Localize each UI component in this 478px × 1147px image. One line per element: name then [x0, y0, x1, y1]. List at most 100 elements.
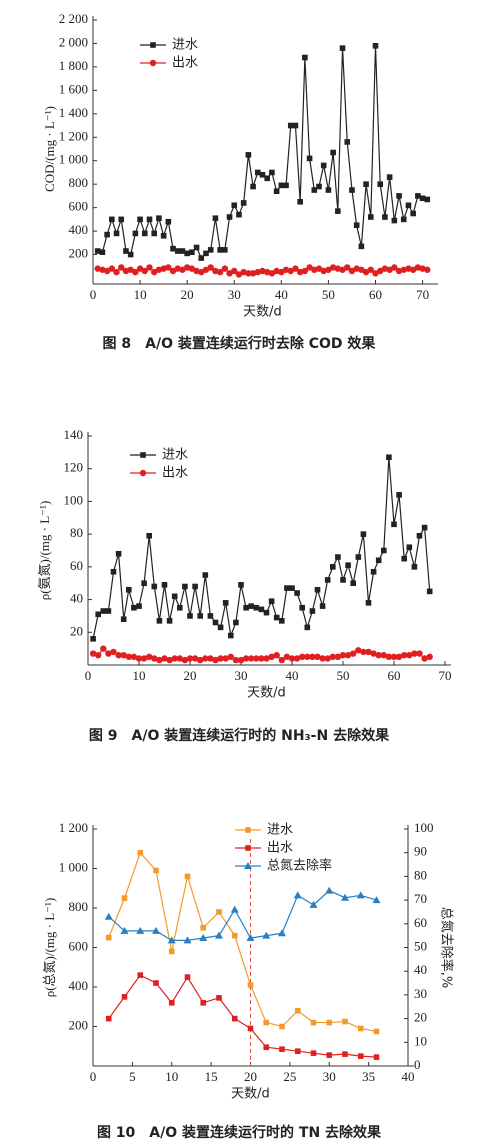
marker [160, 232, 167, 239]
marker [139, 469, 147, 477]
marker [279, 618, 285, 624]
marker [110, 568, 117, 575]
marker [203, 250, 209, 257]
marker [264, 175, 271, 182]
marker [357, 1025, 364, 1032]
marker [259, 172, 266, 178]
marker [306, 155, 313, 162]
marker [221, 265, 229, 272]
marker [283, 182, 289, 189]
y-tick-label: 200 [69, 1017, 89, 1032]
marker [170, 245, 176, 252]
marker [231, 202, 238, 209]
marker [105, 608, 112, 614]
marker [358, 243, 365, 250]
marker [140, 655, 148, 662]
marker [115, 550, 122, 557]
marker [132, 268, 139, 276]
marker [174, 248, 181, 254]
marker [355, 647, 362, 654]
marker [385, 653, 393, 661]
marker [426, 653, 433, 661]
marker [118, 216, 125, 223]
y-tick-label: 1 400 [59, 105, 88, 120]
marker [344, 651, 352, 659]
marker [411, 650, 418, 657]
marker [141, 580, 147, 587]
marker [326, 1052, 333, 1058]
marker [179, 248, 186, 254]
marker [426, 588, 433, 595]
marker [109, 216, 115, 223]
marker [325, 187, 332, 193]
marker [242, 655, 250, 662]
marker [279, 1023, 285, 1030]
marker [95, 651, 102, 659]
x-tick-label: 20 [184, 668, 197, 683]
marker [339, 45, 346, 51]
marker [228, 632, 234, 639]
marker [123, 248, 129, 254]
marker [335, 554, 341, 560]
marker [310, 1050, 317, 1056]
marker [243, 604, 249, 611]
y2-tick-label: 60 [414, 915, 427, 930]
marker [355, 554, 362, 560]
x-axis-label: 天数/d [247, 686, 286, 701]
marker [199, 934, 208, 942]
marker [231, 1015, 238, 1022]
marker [226, 214, 233, 220]
caption: 图 10 A/O 装置连续运行时的 TN 去除效果 [97, 1124, 382, 1141]
marker [377, 181, 384, 187]
marker [391, 264, 398, 271]
marker [187, 613, 193, 619]
series-line [97, 45, 428, 260]
marker [297, 198, 303, 205]
y-tick-label: 120 [64, 460, 84, 475]
y2-tick-label: 80 [414, 867, 427, 882]
marker [299, 653, 306, 661]
marker [424, 266, 431, 273]
y-tick-label: 1 800 [59, 58, 88, 73]
marker [316, 183, 322, 190]
marker [191, 655, 199, 662]
marker [411, 564, 418, 570]
marker [216, 268, 224, 276]
marker [326, 1019, 333, 1026]
marker [254, 169, 261, 176]
marker [401, 555, 407, 562]
marker [245, 152, 252, 158]
marker [372, 43, 379, 49]
x-tick-label: 5 [129, 1069, 136, 1084]
marker [406, 651, 413, 659]
marker [207, 613, 214, 619]
marker [263, 655, 270, 662]
y-tick-label: 80 [70, 525, 83, 540]
x-tick-label: 70 [416, 287, 429, 302]
marker [121, 994, 128, 1000]
marker [135, 655, 143, 662]
marker [415, 193, 421, 199]
marker [171, 593, 178, 600]
legend-label: 进水 [172, 38, 198, 53]
marker [105, 934, 112, 941]
marker [156, 215, 162, 221]
marker [396, 193, 402, 199]
marker [310, 1019, 317, 1026]
y2-tick-label: 70 [414, 891, 427, 906]
marker [156, 656, 163, 664]
marker [168, 948, 175, 955]
marker [99, 249, 106, 255]
marker [363, 181, 369, 187]
y-tick-label: 2 200 [59, 11, 88, 26]
x-tick-label: 25 [283, 1069, 296, 1084]
marker [375, 651, 382, 659]
marker [166, 618, 173, 624]
marker [90, 636, 96, 642]
marker [350, 650, 357, 657]
marker [304, 624, 311, 631]
marker [200, 1000, 207, 1006]
series-line [108, 974, 377, 1058]
marker [146, 216, 153, 223]
marker [137, 849, 144, 856]
